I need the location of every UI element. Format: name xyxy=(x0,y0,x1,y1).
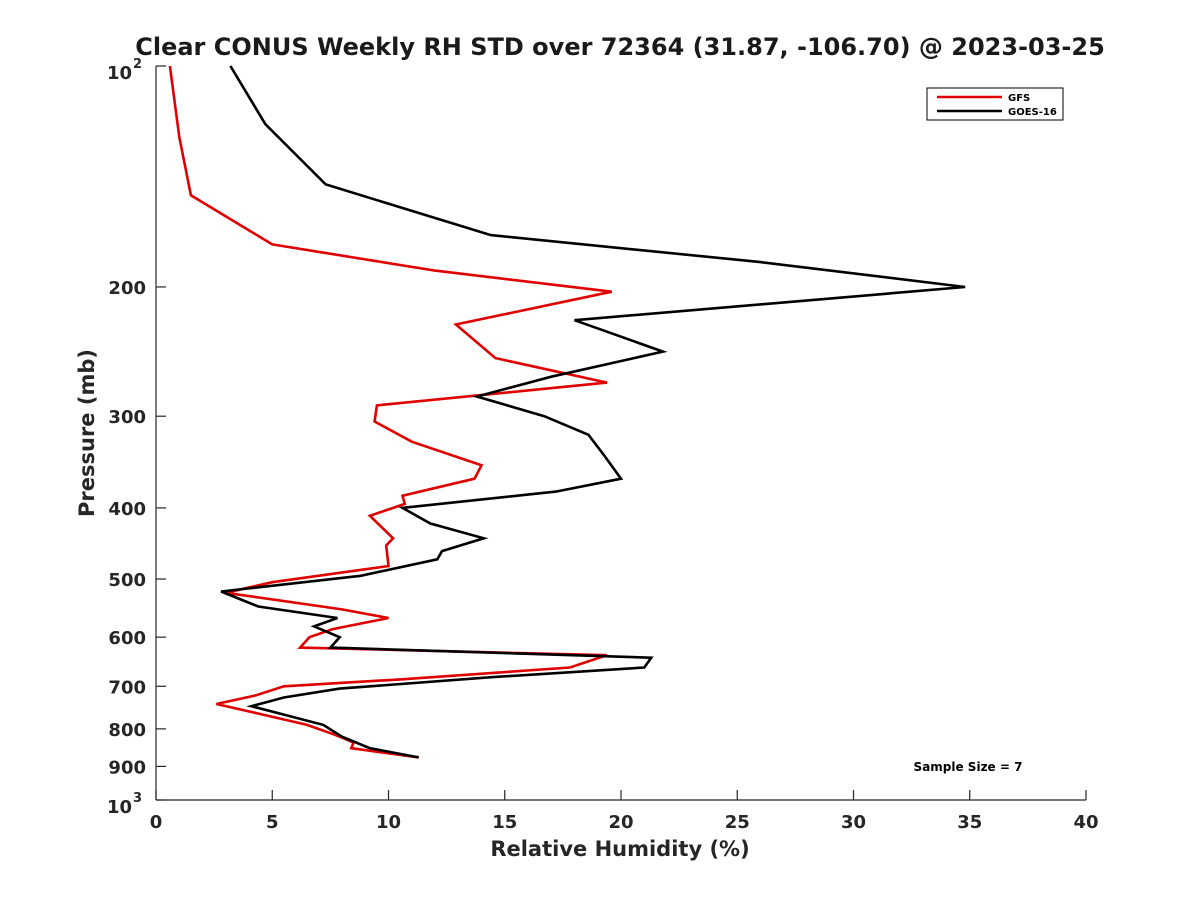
x-tick-label: 40 xyxy=(1073,812,1098,833)
series-line-goes-16 xyxy=(220,65,966,759)
y-tick-label: 200 xyxy=(108,278,146,299)
x-tick-label: 20 xyxy=(608,812,633,833)
y-tick-label: 700 xyxy=(108,677,146,698)
y-tick-label: 800 xyxy=(108,720,146,741)
y-tick-label: 10 xyxy=(107,63,132,84)
x-tick-label: 15 xyxy=(492,812,517,833)
y-tick-label: 400 xyxy=(108,499,146,520)
y-tick-label: 300 xyxy=(108,407,146,428)
y-tick-label: 900 xyxy=(108,757,146,778)
legend-label-gfs: GFS xyxy=(1008,93,1030,104)
x-tick-label: 0 xyxy=(150,812,163,833)
legend-box xyxy=(926,87,1064,121)
y-axis-label: Pressure (mb) xyxy=(75,349,99,517)
legend: GFS GOES-16 xyxy=(926,87,1064,121)
chart-title: Clear CONUS Weekly RH STD over 72364 (31… xyxy=(135,33,1105,61)
x-tick-label: 35 xyxy=(957,812,982,833)
x-tick-label: 5 xyxy=(266,812,279,833)
x-tick-label: 10 xyxy=(376,812,401,833)
x-tick-label: 25 xyxy=(725,812,750,833)
legend-label-goes-16: GOES-16 xyxy=(1008,107,1057,118)
y-tick-exponent: 2 xyxy=(133,57,142,72)
x-tick-label: 30 xyxy=(841,812,866,833)
y-tick-exponent: 3 xyxy=(133,791,142,806)
y-tick-label: 500 xyxy=(108,570,146,591)
x-axis-label: Relative Humidity (%) xyxy=(490,837,749,861)
series-line-gfs xyxy=(168,65,612,759)
y-tick-label: 600 xyxy=(108,628,146,649)
y-tick-label: 10 xyxy=(107,797,132,818)
sample-size-annotation: Sample Size = 7 xyxy=(914,760,1023,774)
